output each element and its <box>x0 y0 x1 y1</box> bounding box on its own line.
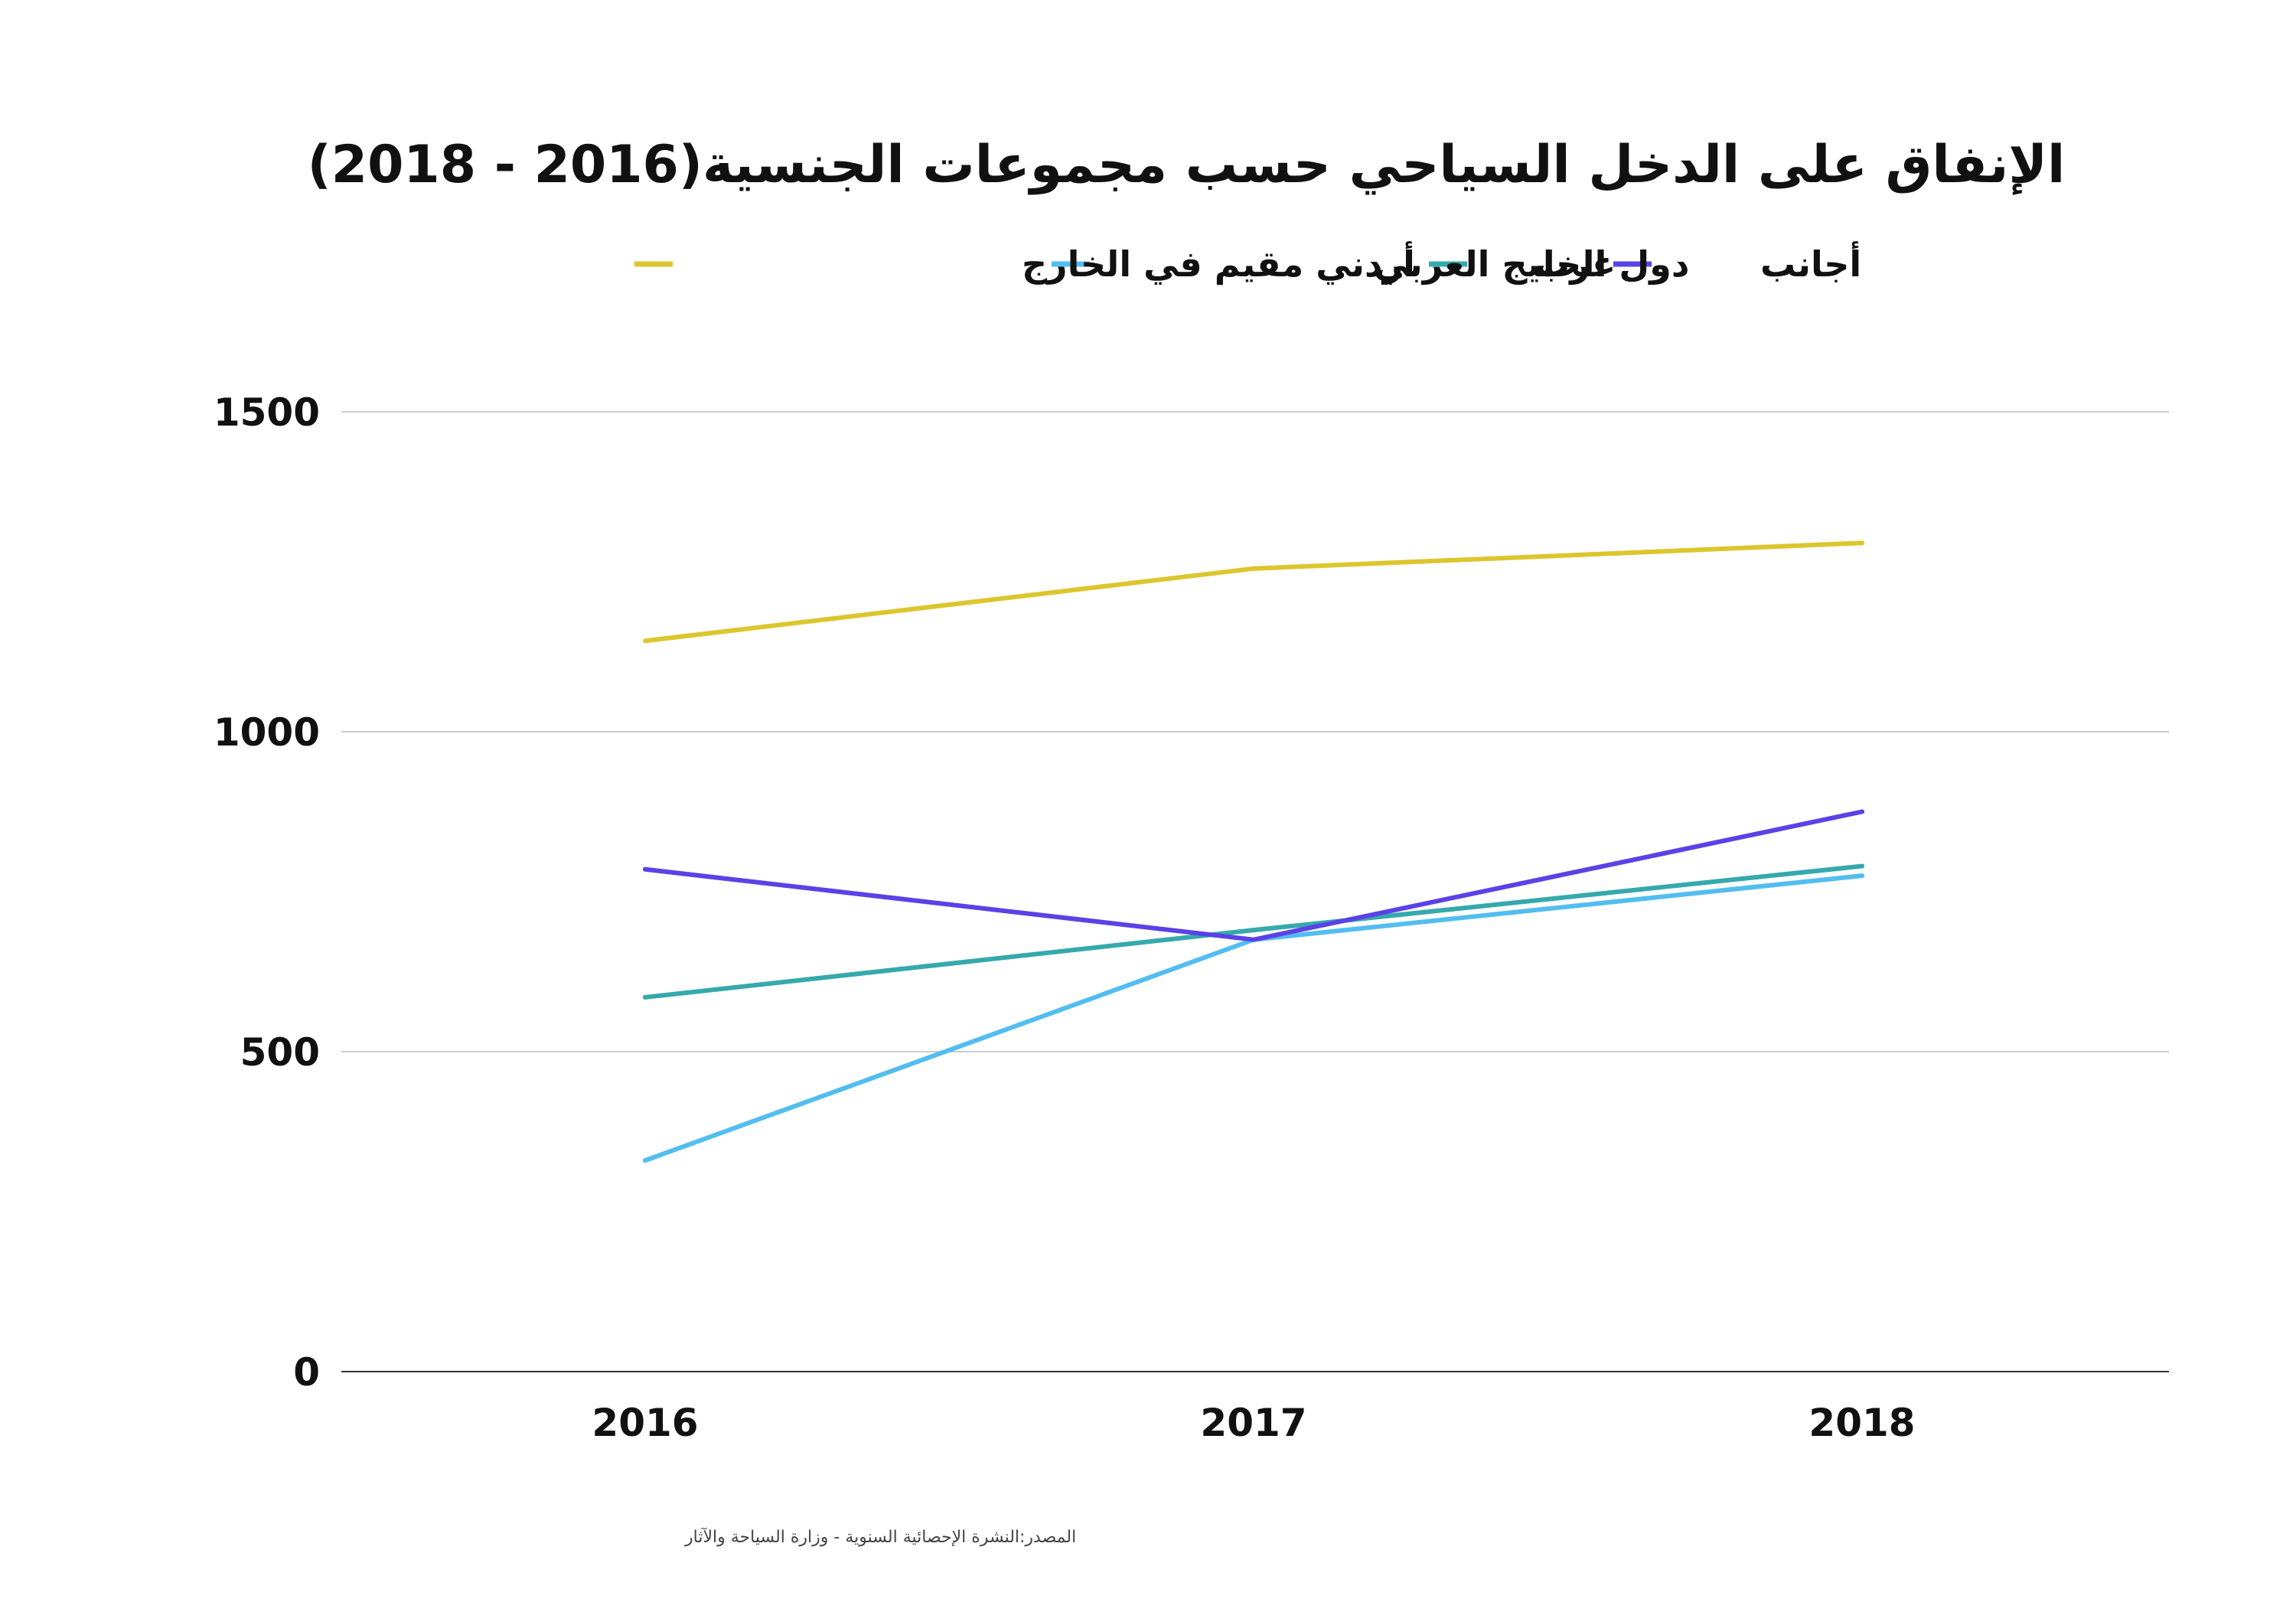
legend-label: أجانب <box>1760 241 1861 285</box>
data-point <box>1860 863 1864 869</box>
series-line-0 <box>643 540 1864 644</box>
chart-title: الإنفاق على الدخل السياحي حسب مجموعات ال… <box>308 135 2066 195</box>
gridlines <box>341 411 2169 1052</box>
x-tick-label: 2018 <box>1808 1401 1915 1445</box>
y-tick-label: 500 <box>240 1030 320 1075</box>
x-axis-ticks: 2016 2017 2018 <box>592 1401 1915 1445</box>
x-tick-label: 2017 <box>1200 1401 1306 1445</box>
data-point <box>643 994 647 1000</box>
y-tick-label: 1500 <box>214 390 320 435</box>
data-point <box>1860 540 1864 546</box>
data-point <box>1860 873 1864 879</box>
data-point <box>1251 566 1256 571</box>
y-axis-ticks: 0 500 1000 1500 <box>214 390 320 1395</box>
x-tick-label: 2016 <box>592 1401 698 1445</box>
y-tick-label: 1000 <box>214 710 320 755</box>
data-point <box>1251 937 1256 942</box>
data-point <box>643 1158 647 1163</box>
source-note: المصدر:النشرة الإحصائية السنوية - وزارة … <box>684 1527 1076 1547</box>
series-lines <box>643 540 1864 1163</box>
data-point <box>1860 809 1864 814</box>
legend-label: أردني مقيم في الخارج <box>1022 241 1415 285</box>
data-point <box>1251 928 1256 933</box>
y-tick-label: 0 <box>293 1350 320 1395</box>
legend-label: عرب <box>1534 243 1616 285</box>
data-point <box>643 866 647 872</box>
legend-label: دول الخليج العربي <box>1374 243 1689 285</box>
data-point <box>643 638 647 644</box>
series-line-1 <box>643 873 1864 1163</box>
series-line-3 <box>643 809 1864 942</box>
